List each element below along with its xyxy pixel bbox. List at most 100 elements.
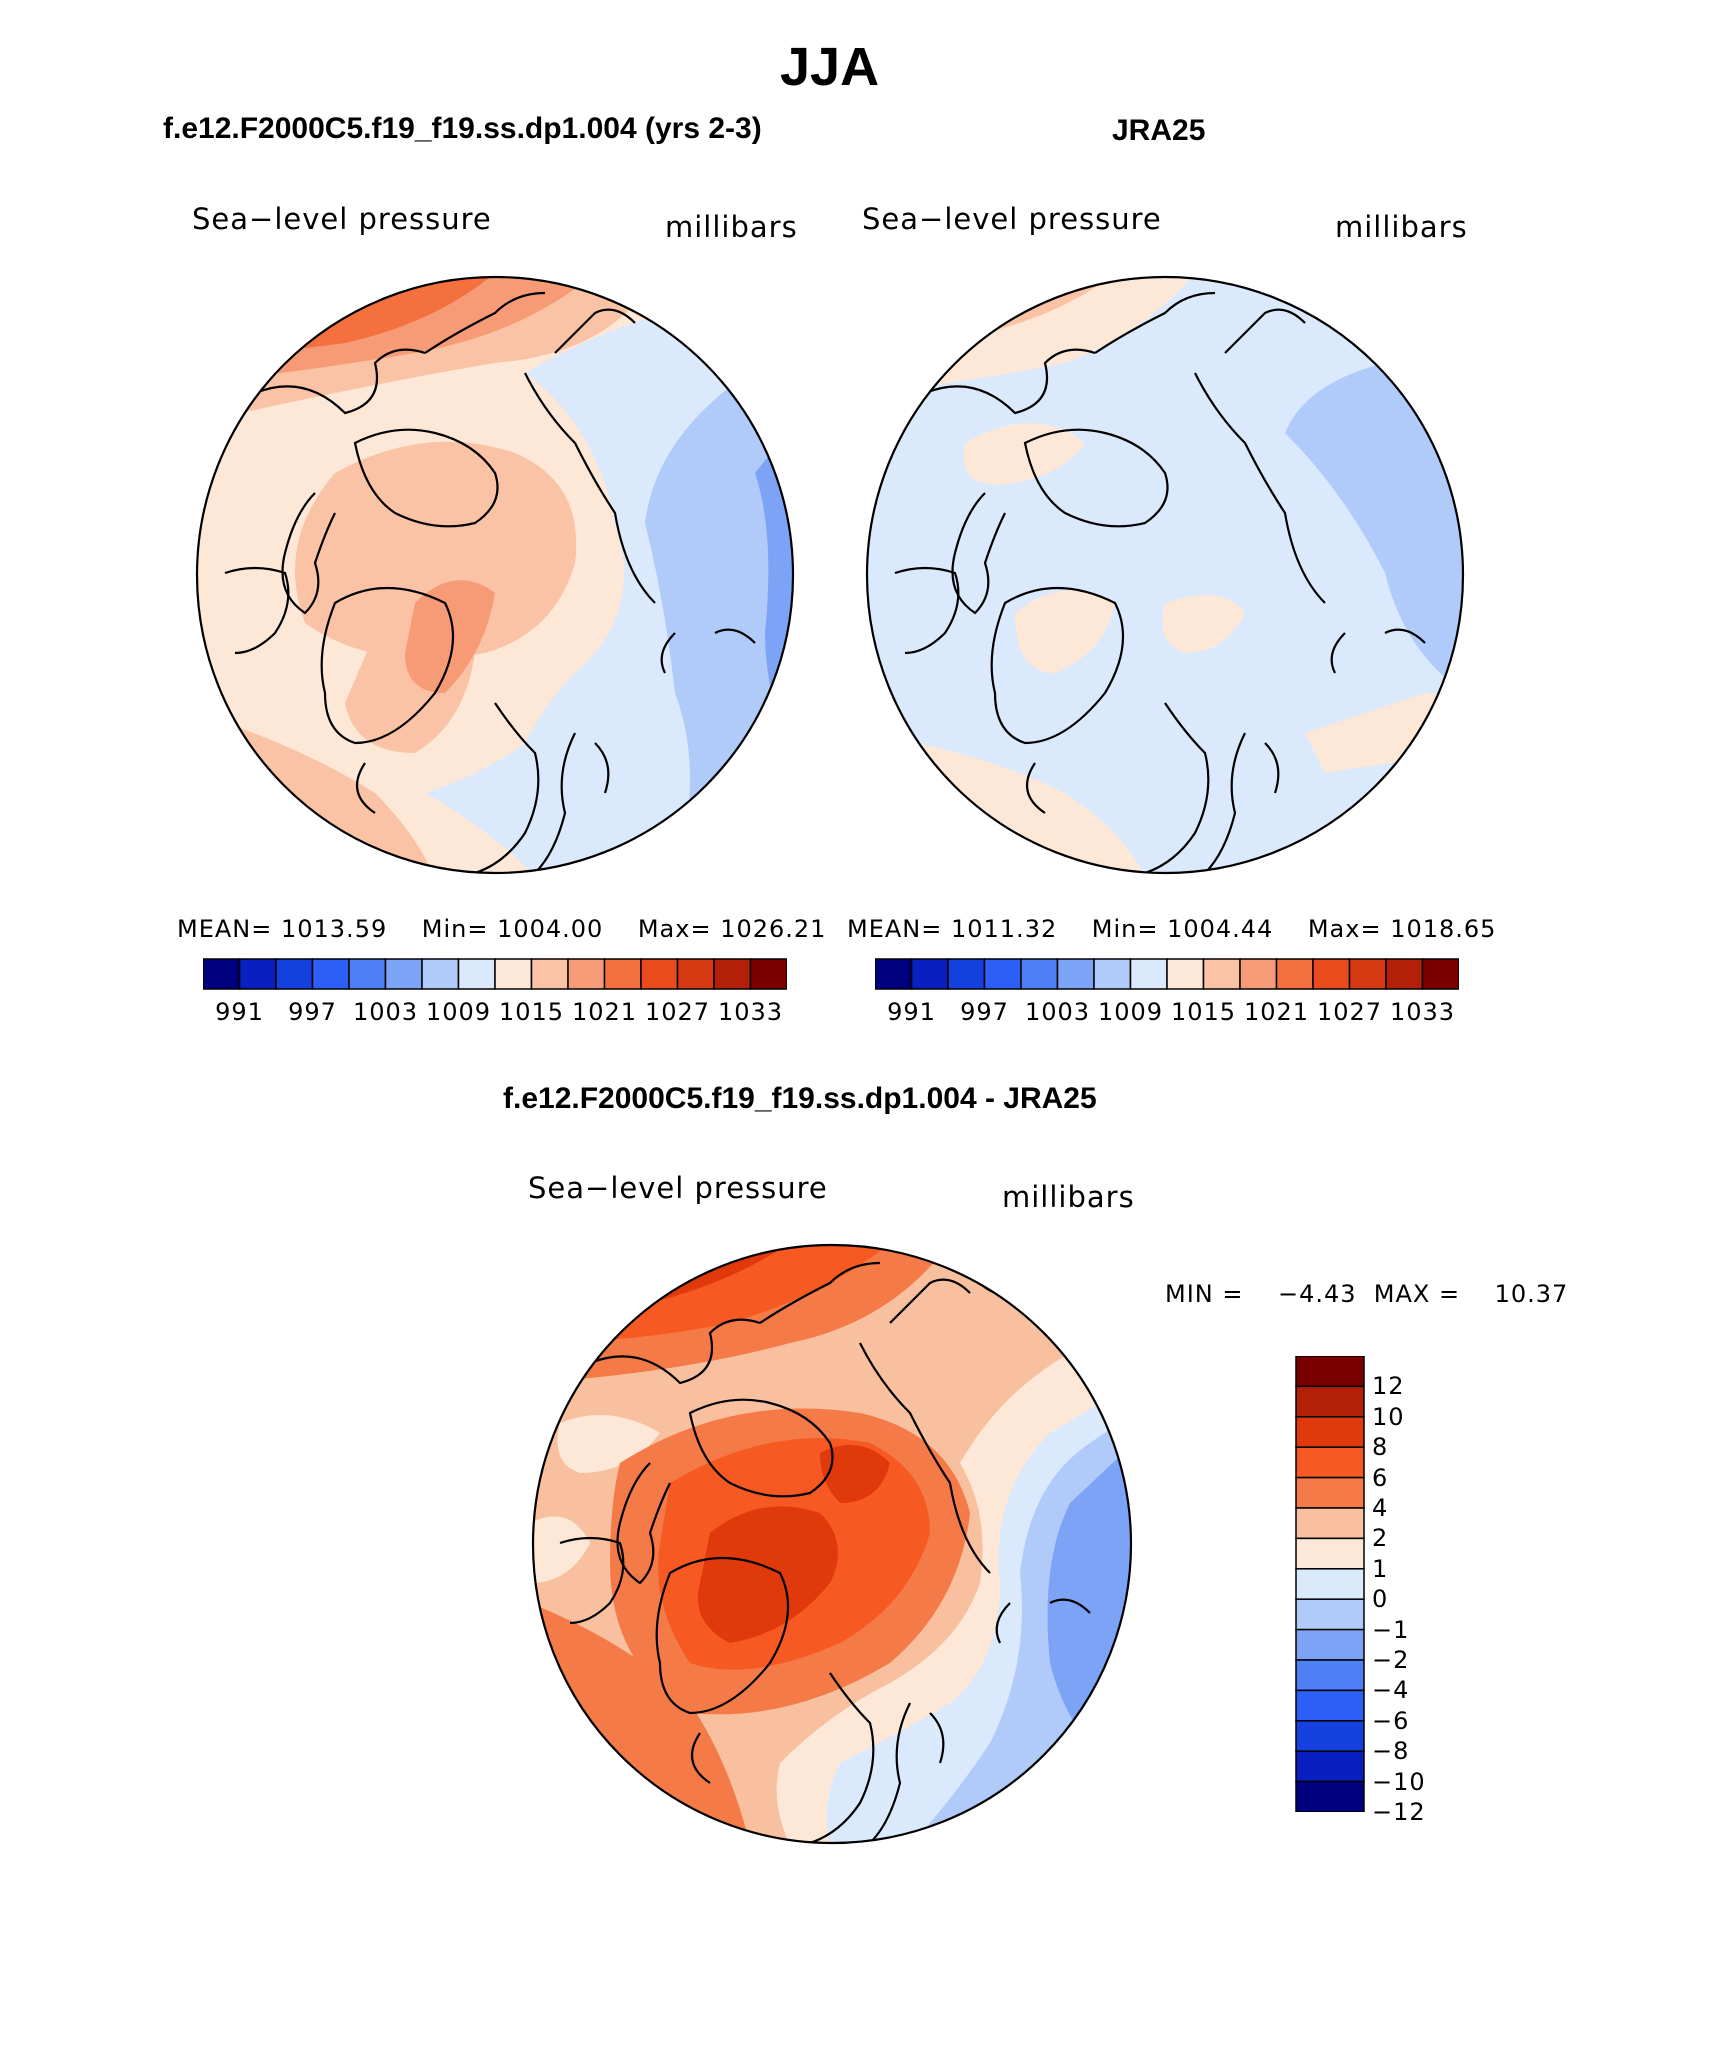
units-label-diff: millibars [1002,1180,1135,1214]
colorbar-swatch [1295,1537,1365,1570]
colorbar-swatch [1348,958,1387,990]
map-model [195,275,795,875]
colorbar-swatch [1295,1446,1365,1479]
colorbar-swatch [603,958,642,990]
stats-max-obs: Max= 1018.65 [1307,915,1497,943]
colorbar-tick-label: 10 [1372,1402,1405,1431]
colorbar-tick-label: 6 [1372,1463,1389,1492]
colorbar-swatch [1385,958,1424,990]
map-difference [531,1243,1133,1845]
colorbar-swatch [983,958,1022,990]
stats-min-obs: Min= 1004.44 [1091,915,1274,943]
difference-minmax: MIN = −4.43 MAX = 10.37 [1165,1280,1569,1308]
colorbar-swatch [1295,1598,1365,1631]
units-label-model: millibars [665,210,798,244]
colorbar-tick-label: 8 [1372,1433,1389,1462]
colorbar-swatch [311,958,350,990]
colorbar-swatch [238,958,277,990]
colorbar-ticks-model: 991 997 1003 1009 1015 1021 1027 1033 [203,998,787,1030]
colorbar-tick-label: 4 [1372,1494,1389,1522]
colorbar-swatch [1129,958,1168,990]
colorbar-swatch [910,958,949,990]
variable-label-obs: Sea−level pressure [862,202,1162,236]
colorbar-tick-label: −2 [1372,1646,1410,1674]
colorbar-swatch [1295,1628,1365,1661]
colorbar-swatch [1239,958,1278,990]
map-obs [865,275,1465,875]
colorbar-tick-label: 991 [887,998,936,1026]
colorbar-tick-label: 991 [215,998,264,1026]
colorbar-swatch [1295,1568,1365,1600]
colorbar-swatch [713,958,752,990]
colorbar-tick-label: 1027 [1316,998,1383,1026]
colorbar-swatch [676,958,715,990]
panel-title-model: f.e12.F2000C5.f19_f19.ss.dp1.004 (yrs 2-… [163,112,762,145]
difference-title: f.e12.F2000C5.f19_f19.ss.dp1.004 - JRA25 [503,1082,1097,1115]
colorbar-tick-label: 1021 [571,998,638,1026]
colorbar-swatch [384,958,423,990]
colorbar-obs [875,958,1459,990]
colorbar-swatch [1295,1720,1365,1752]
colorbar-swatch [203,958,241,990]
colorbar-swatch [1295,1356,1365,1388]
variable-label-model: Sea−level pressure [192,202,492,236]
colorbar-ticks-obs: 991 997 1003 1009 1015 1021 1027 1033 [875,998,1459,1030]
colorbar-tick-label: 0 [1372,1585,1389,1614]
colorbar-swatch [1166,958,1205,990]
colorbar-swatch [1421,958,1459,990]
stats-obs: MEAN= 1011.32 Min= 1004.44 Max= 1018.65 [847,915,1496,943]
colorbar-swatch [421,958,460,990]
colorbar-tick-label: 1003 [352,998,419,1026]
colorbar-swatch [875,958,913,990]
colorbar-tick-label: 1003 [1024,998,1091,1026]
colorbar-tick-label: −1 [1372,1615,1410,1644]
units-label-obs: millibars [1335,210,1468,244]
colorbar-swatch [1295,1385,1365,1418]
colorbar-tick-label: 1009 [425,998,492,1026]
colorbar-swatch [1295,1659,1365,1692]
colorbar-swatch [530,958,569,990]
colorbar-swatch [1056,958,1095,990]
page-title: JJA [780,37,880,97]
colorbar-swatch [1093,958,1132,990]
colorbar-tick-label: 1021 [1243,998,1310,1026]
colorbar-swatch [1295,1507,1365,1540]
colorbar-swatch [348,958,387,990]
colorbar-tick-label: 1 [1372,1554,1389,1583]
colorbar-tick-label: −4 [1372,1676,1410,1705]
colorbar-tick-label: 997 [960,998,1009,1026]
stats-max-model: Max= 1026.21 [637,915,827,943]
colorbar-ticks-difference: 12 10 8 6 4 2 1 0 −1 −2 −4 −6 −8 −10 −12 [1372,1356,1492,1826]
colorbar-tick-label: 12 [1372,1372,1405,1401]
colorbar-tick-label: 1033 [717,998,784,1026]
colorbar-swatch [1295,1476,1365,1509]
colorbar-swatch [1295,1689,1365,1722]
colorbar-tick-label: 1033 [1389,998,1456,1026]
panel-title-obs: JRA25 [1112,114,1206,147]
colorbar-swatch [275,958,314,990]
colorbar-tick-label: 1015 [1170,998,1237,1026]
colorbar-tick-label: 1015 [498,998,565,1026]
colorbar-swatch [494,958,533,990]
colorbar-swatch [1275,958,1314,990]
colorbar-tick-label: −6 [1372,1706,1410,1735]
colorbar-difference [1295,1356,1365,1812]
colorbar-tick-label: 1009 [1097,998,1164,1026]
colorbar-tick-label: −10 [1372,1767,1426,1796]
colorbar-swatch [457,958,496,990]
colorbar-tick-label: 1027 [644,998,711,1026]
colorbar-tick-label: 2 [1372,1524,1389,1553]
colorbar-swatch [567,958,606,990]
colorbar-tick-label: −8 [1372,1737,1410,1766]
variable-label-diff: Sea−level pressure [528,1171,828,1205]
stats-min-model: Min= 1004.00 [421,915,604,943]
colorbar-swatch [1020,958,1059,990]
stats-mean-model: MEAN= 1013.59 [177,915,388,943]
colorbar-swatch [1202,958,1241,990]
stats-model: MEAN= 1013.59 Min= 1004.00 Max= 1026.21 [177,915,826,943]
colorbar-swatch [1295,1750,1365,1783]
colorbar-swatch [640,958,679,990]
colorbar-swatch [1312,958,1351,990]
colorbar-swatch [1295,1416,1365,1448]
colorbar-tick-label: 997 [288,998,337,1026]
